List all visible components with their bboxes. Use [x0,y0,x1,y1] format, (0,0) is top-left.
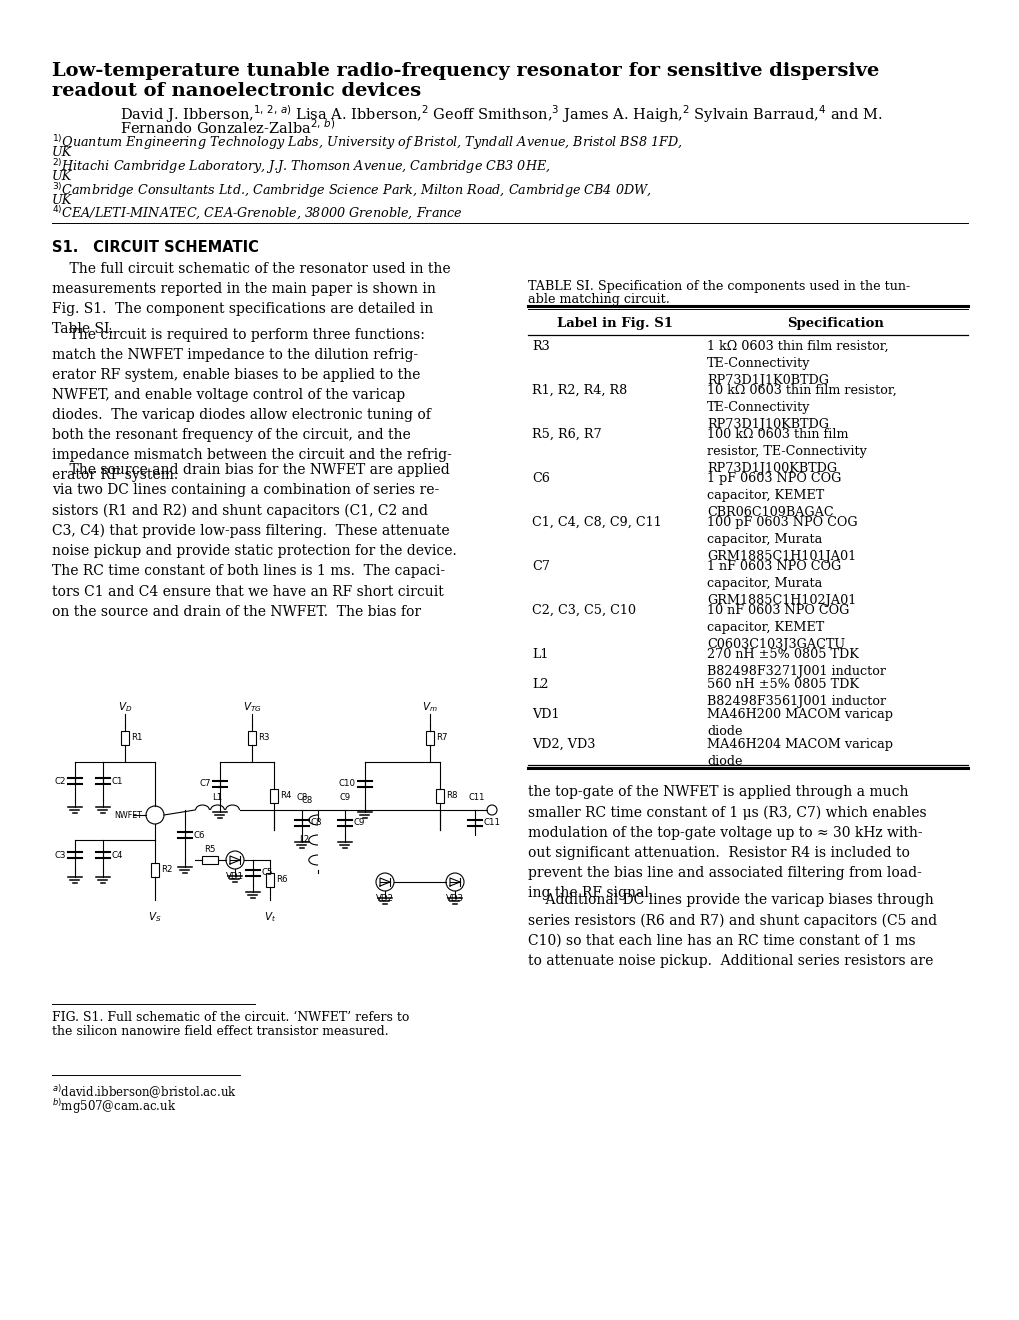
Text: $^{3)}$Cambridge Consultants Ltd., Cambridge Science Park, Milton Road, Cambridg: $^{3)}$Cambridge Consultants Ltd., Cambr… [52,181,651,199]
Text: $^{2)}$Hitachi Cambridge Laboratory, J.J. Thomson Avenue, Cambridge CB3 0HE,: $^{2)}$Hitachi Cambridge Laboratory, J.J… [52,157,550,176]
Text: readout of nanoelectronic devices: readout of nanoelectronic devices [52,82,421,100]
Text: C6: C6 [532,473,549,484]
Text: the top-gate of the NWFET is applied through a much
smaller RC time constant of : the top-gate of the NWFET is applied thr… [528,785,925,900]
Text: C8: C8 [302,796,313,805]
Text: C3: C3 [54,850,66,859]
Text: Additional DC lines provide the varicap biases through
series resistors (R6 and : Additional DC lines provide the varicap … [528,894,936,968]
Text: 100 kΩ 0603 thin film
resistor, TE-Connectivity
RP73D1J100KBTDG: 100 kΩ 0603 thin film resistor, TE-Conne… [706,428,866,475]
Text: MA46H200 MACOM varicap
diode: MA46H200 MACOM varicap diode [706,708,892,738]
Text: R1, R2, R4, R8: R1, R2, R4, R8 [532,384,627,397]
Text: C9: C9 [339,793,351,803]
Text: able matching circuit.: able matching circuit. [528,293,669,306]
Text: UK: UK [52,194,72,207]
Text: Low-temperature tunable radio-frequency resonator for sensitive dispersive: Low-temperature tunable radio-frequency … [52,62,878,81]
Text: C11: C11 [484,818,500,828]
Bar [202,855,218,865]
Text: The source and drain bias for the NWFET are applied
via two DC lines containing : The source and drain bias for the NWFET … [52,463,457,619]
Text: TABLE SI. Specification of the components used in the tun-: TABLE SI. Specification of the component… [528,280,909,293]
Text: R3: R3 [258,733,269,742]
Text: R6: R6 [276,875,287,884]
Text: L1: L1 [532,648,548,661]
Text: David J. Ibberson,$^{1,\,2,\,a)}$ Lisa A. Ibberson,$^{2}$ Geoff Smithson,$^{3}$ : David J. Ibberson,$^{1,\,2,\,a)}$ Lisa A… [120,103,881,124]
Text: The circuit is required to perform three functions:
match the NWFET impedance to: The circuit is required to perform three… [52,327,451,482]
Text: C10: C10 [338,779,356,788]
Text: C4: C4 [112,850,123,859]
Text: VD1: VD1 [226,873,244,880]
Text: C1: C1 [112,776,123,785]
Text: L2: L2 [299,836,309,845]
Text: 1 pF 0603 NPO COG
capacitor, KEMET
CBR06C109BAGAC: 1 pF 0603 NPO COG capacitor, KEMET CBR06… [706,473,841,519]
Text: R2: R2 [161,866,172,874]
Text: Fernando Gonzalez-Zalba$^{2,\,b)}$: Fernando Gonzalez-Zalba$^{2,\,b)}$ [120,117,335,137]
Text: C2: C2 [54,776,66,785]
Bar [121,730,128,744]
Text: R1: R1 [130,733,143,742]
Text: NWFET: NWFET [114,810,142,820]
Bar [266,873,274,887]
Text: $V_t$: $V_t$ [264,909,276,924]
Text: C11: C11 [469,793,485,803]
Text: C9: C9 [354,818,365,828]
Text: $V_S$: $V_S$ [148,909,162,924]
Text: 100 pF 0603 NPO COG
capacitor, Murata
GRM1885C1H101JA01: 100 pF 0603 NPO COG capacitor, Murata GR… [706,516,857,564]
Text: UK: UK [52,170,72,183]
Text: $V_{TG}$: $V_{TG}$ [243,700,261,714]
Bar [426,730,433,744]
Text: the silicon nanowire field effect transistor measured.: the silicon nanowire field effect transi… [52,1026,388,1038]
Text: 1 nF 0603 NPO COG
capacitor, Murata
GRM1885C1H102JA01: 1 nF 0603 NPO COG capacitor, Murata GRM1… [706,560,855,607]
Text: R5, R6, R7: R5, R6, R7 [532,428,601,441]
Text: C1, C4, C8, C9, C11: C1, C4, C8, C9, C11 [532,516,661,529]
Text: C8: C8 [297,793,308,803]
Text: $V_m$: $V_m$ [422,700,437,714]
Text: The full circuit schematic of the resonator used in the
measurements reported in: The full circuit schematic of the resona… [52,261,450,337]
Text: 270 nH ±5% 0805 TDK
B82498F3271J001 inductor: 270 nH ±5% 0805 TDK B82498F3271J001 indu… [706,648,886,678]
Text: R8: R8 [445,792,458,800]
Text: VD2, VD3: VD2, VD3 [532,738,595,751]
Text: VD2: VD2 [376,894,393,903]
Text: $^{a)}$david.ibberson@bristol.ac.uk: $^{a)}$david.ibberson@bristol.ac.uk [52,1082,236,1101]
Text: C6: C6 [194,830,205,840]
Text: R3: R3 [532,341,549,352]
Text: $^{b)}$mg507@cam.ac.uk: $^{b)}$mg507@cam.ac.uk [52,1097,176,1115]
Text: VD1: VD1 [532,708,559,721]
Text: 10 nF 0603 NPO COG
capacitor, KEMET
C0603C103J3GACTU: 10 nF 0603 NPO COG capacitor, KEMET C060… [706,605,849,651]
Text: R4: R4 [280,792,291,800]
Text: C7: C7 [200,779,211,788]
Text: C8: C8 [311,818,322,828]
Text: 1 kΩ 0603 thin film resistor,
TE-Connectivity
RP73D1J1K0BTDG: 1 kΩ 0603 thin film resistor, TE-Connect… [706,341,888,387]
Text: L1: L1 [212,793,222,803]
Text: 560 nH ±5% 0805 TDK
B82498F3561J001 inductor: 560 nH ±5% 0805 TDK B82498F3561J001 indu… [706,678,886,709]
Text: MA46H204 MACOM varicap
diode: MA46H204 MACOM varicap diode [706,738,892,768]
Bar [270,789,278,803]
Text: C2, C3, C5, C10: C2, C3, C5, C10 [532,605,636,616]
Text: $^{4)}$CEA/LETI-MINATEC, CEA-Grenoble, 38000 Grenoble, France: $^{4)}$CEA/LETI-MINATEC, CEA-Grenoble, 3… [52,205,463,222]
Text: VD3: VD3 [445,894,464,903]
Text: $V_D$: $V_D$ [118,700,132,714]
Text: Specification: Specification [787,318,883,330]
Text: S1.  CIRCUIT SCHEMATIC: S1. CIRCUIT SCHEMATIC [52,240,259,255]
Text: 10 kΩ 0603 thin film resistor,
TE-Connectivity
RP73D1J10KBTDG: 10 kΩ 0603 thin film resistor, TE-Connec… [706,384,896,432]
Text: Label in Fig. S1: Label in Fig. S1 [557,318,673,330]
Text: R5: R5 [204,845,216,854]
Bar [248,730,256,744]
Text: C5: C5 [262,869,273,876]
Bar [435,789,443,803]
Text: C7: C7 [532,560,549,573]
Text: L2: L2 [532,678,548,690]
Text: $^{1)}$Quantum Engineering Technology Labs, University of Bristol, Tyndall Avenu: $^{1)}$Quantum Engineering Technology La… [52,133,682,152]
Text: UK: UK [52,147,72,158]
Text: FIG. S1. Full schematic of the circuit. ‘NWFET’ refers to: FIG. S1. Full schematic of the circuit. … [52,1011,409,1024]
Text: R7: R7 [435,733,447,742]
Bar [151,863,159,876]
